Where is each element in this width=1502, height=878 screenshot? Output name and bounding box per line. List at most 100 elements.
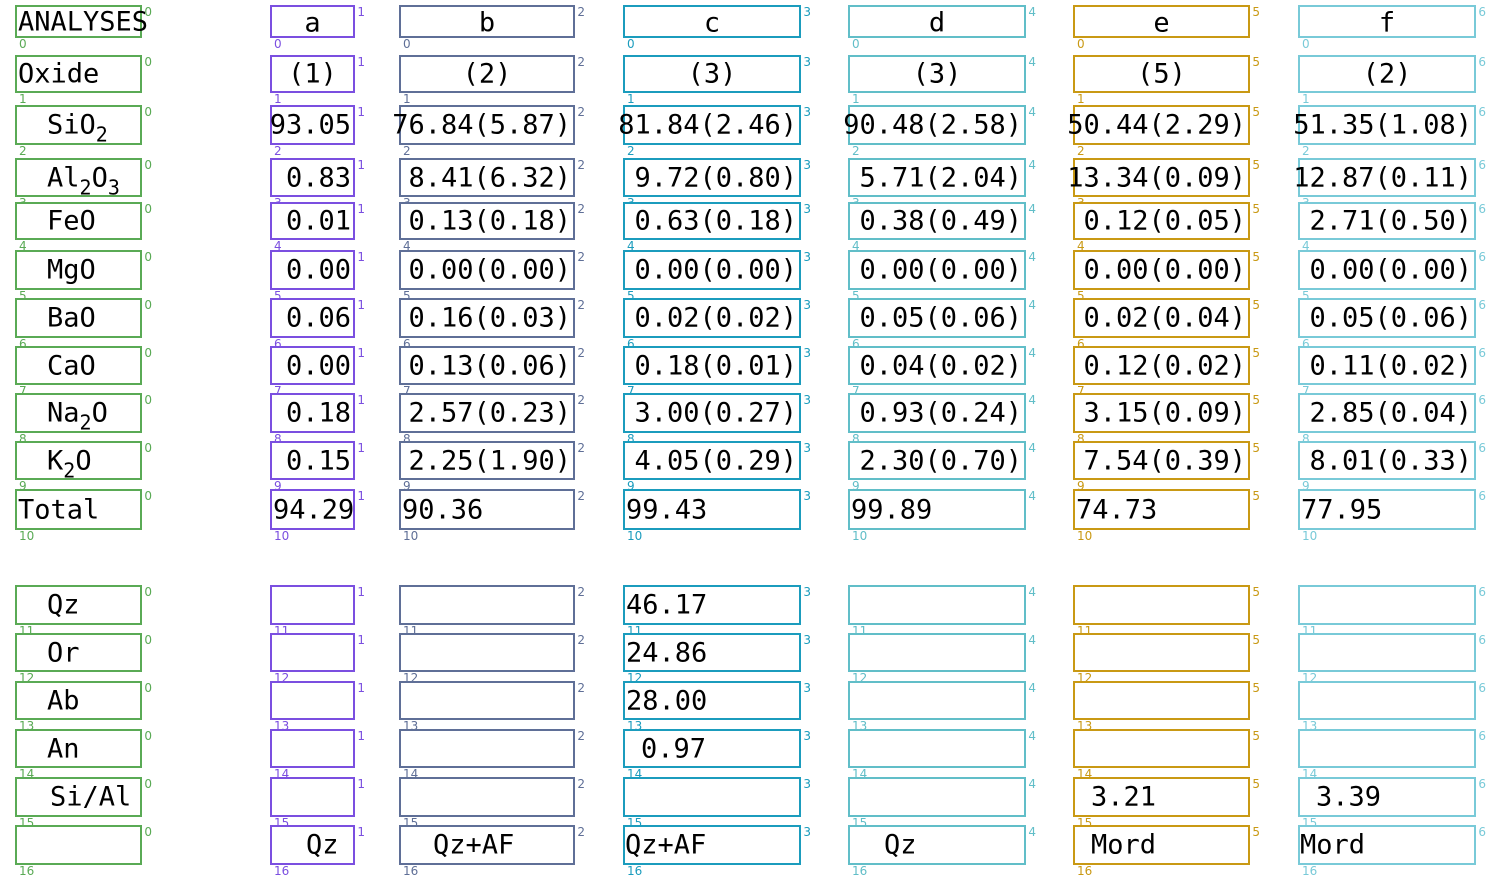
row-index: 6 xyxy=(403,337,411,351)
col-index: 2 xyxy=(577,346,585,360)
oxide-value: 0.16(0.03) xyxy=(408,302,571,334)
col-index: 5 xyxy=(1252,346,1260,360)
cell-r16-c4: 16 4 Qz xyxy=(848,825,1036,877)
cell-r13-c0: 13 0 Ab xyxy=(15,681,152,732)
cell-r13-c5: 13 5 xyxy=(1073,681,1260,732)
col-index: 5 xyxy=(1252,489,1260,503)
row-index: 1 xyxy=(852,92,860,106)
cell-r1-c5: 1 5 (5) xyxy=(1073,55,1260,105)
cell-r7-c5: 7 5 0.12(0.02) xyxy=(1073,346,1260,397)
row-index: 16 xyxy=(627,864,643,878)
cell-r15-c1: 15 1 xyxy=(270,777,365,829)
cell-r0-c4: 0 4 d xyxy=(848,5,1036,50)
cell-r0-c5: 0 5 e xyxy=(1073,5,1260,50)
cell-r13-c1: 13 1 xyxy=(270,681,365,732)
cell-r16-c3: 16 3 Qz+AF xyxy=(623,825,811,877)
cell-r9-c5: 9 5 7.54(0.39) xyxy=(1073,441,1260,492)
oxide-value: 50.44(2.29) xyxy=(1067,109,1246,141)
col-index: 6 xyxy=(1478,633,1486,647)
cell-r5-c0: 5 0 MgO xyxy=(15,250,152,302)
col-index: 6 xyxy=(1478,202,1486,216)
cell-r6-c2: 6 2 0.16(0.03) xyxy=(399,298,585,350)
col-index: 3 xyxy=(803,489,811,503)
col-index: 1 xyxy=(357,729,365,743)
row-index: 8 xyxy=(403,432,411,446)
cell-r3-c3: 339.72(0.80) xyxy=(623,158,811,209)
row-index: 6 xyxy=(1077,337,1085,351)
cell-r13-c6: 13 6 xyxy=(1298,681,1486,732)
oxide-value: 0.02(0.04) xyxy=(1083,302,1246,334)
col-index: 3 xyxy=(803,585,811,599)
col-index: 2 xyxy=(577,105,585,119)
cell-r0-c0: 0 0 ANALYSES xyxy=(15,5,152,50)
column-header: c xyxy=(703,7,721,39)
row-index: 0 xyxy=(1302,37,1310,51)
col-index: 1 xyxy=(357,158,365,172)
oxide-value: 0.18(0.01) xyxy=(634,350,797,381)
col-index: 1 xyxy=(357,825,365,839)
col-index: 1 xyxy=(357,777,365,791)
column-header: f xyxy=(1378,7,1396,39)
cell-r1-c6: 1 6 (2) xyxy=(1298,55,1486,105)
oxide-value: 90.48(2.58) xyxy=(843,109,1022,141)
cell-r11-c0: 11 0 Qz xyxy=(15,585,152,637)
col-index: 3 xyxy=(803,298,811,312)
oxide-value: 0.00 xyxy=(285,254,351,286)
row-index: 9 xyxy=(1077,479,1085,493)
cell-r11-c2: 11 2 xyxy=(399,585,585,637)
cell-r7-c6: 7 6 0.11(0.02) xyxy=(1298,346,1486,397)
oxide-value: 0.01 xyxy=(285,205,351,237)
cell-r10-c2: 10 2 90.36 xyxy=(399,489,585,542)
row-index: 2 xyxy=(852,144,860,158)
col-index: 3 xyxy=(803,202,811,216)
text-part: SiO xyxy=(47,109,96,141)
row-label: An xyxy=(47,733,80,764)
row-index: 5 xyxy=(19,289,27,303)
cell-r11-c1: 11 1 xyxy=(270,585,365,637)
cell-r16-c1: 16 1 Qz xyxy=(270,825,365,877)
cell-r11-c4: 11 4 xyxy=(848,585,1036,637)
row-index: 6 xyxy=(852,337,860,351)
phase-assemblage: Qz xyxy=(306,829,339,861)
cell-r9-c3: 9 3 4.05(0.29) xyxy=(623,441,811,492)
cell-r13-c4: 13 4 xyxy=(848,681,1036,732)
col-index: 4 xyxy=(1028,105,1036,119)
row-label: MgO xyxy=(47,254,96,286)
row-index: 0 xyxy=(274,37,282,51)
cell-r2-c4: 2 4 90.48(2.58) xyxy=(843,105,1036,157)
oxide-value: 8.01(0.33) xyxy=(1309,445,1472,476)
col-index: 0 xyxy=(144,729,152,743)
cell-r3-c0: 3 0 Al2O3 xyxy=(15,158,152,209)
row-index: 7 xyxy=(627,384,635,398)
row-index: 2 xyxy=(19,144,27,158)
row-label: FeO xyxy=(47,205,96,237)
cell-r2-c3: 2 3 81.84(2.46) xyxy=(618,105,811,157)
oxide-value: 13.34(0.09) xyxy=(1067,162,1246,193)
row-index: 1 xyxy=(1302,92,1310,106)
oxide-value: 2.85(0.04) xyxy=(1309,397,1472,429)
col-index: 6 xyxy=(1478,250,1486,264)
col-index: 1 xyxy=(357,105,365,119)
oxide-value: 0.00 xyxy=(285,350,351,381)
row-label: ANALYSES xyxy=(18,6,149,37)
cell-r2-c5: 2 5 50.44(2.29) xyxy=(1067,105,1260,157)
oxide-value: 76.84(5.87) xyxy=(392,109,571,141)
row-index: 5 xyxy=(1077,289,1085,303)
row-index: 1 xyxy=(19,92,27,106)
cell-r4-c2: 4 2 0.13(0.18) xyxy=(399,202,585,252)
phase-assemblage: Qz xyxy=(884,829,917,861)
cell-r9-c1: 9 1 0.15 xyxy=(270,441,365,492)
col-index: 0 xyxy=(144,633,152,647)
cell-r8-c1: 8 1 0.18 xyxy=(270,393,365,445)
row-index: 10 xyxy=(1302,529,1318,543)
row-index: 1 xyxy=(1077,92,1085,106)
oxide-value: 5.71(2.04) xyxy=(859,162,1022,193)
col-index: 3 xyxy=(803,158,811,172)
sample-count: (3) xyxy=(912,58,962,90)
total-value: 74.73 xyxy=(1076,494,1158,525)
row-index: 6 xyxy=(1302,337,1310,351)
row-index: 16 xyxy=(1077,864,1093,878)
row-label: Or xyxy=(47,637,80,668)
col-index: 3 xyxy=(803,250,811,264)
col-index: 4 xyxy=(1028,5,1036,19)
